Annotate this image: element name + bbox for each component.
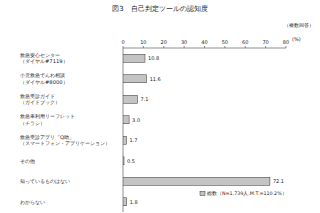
subtitle: （複数回答） (284, 22, 314, 28)
category-label: 小児救急でんわ相談（ダイヤル#8000） (20, 72, 68, 84)
bar (123, 75, 147, 83)
tick-mark (123, 46, 124, 48)
category-label: わからない (20, 199, 45, 205)
data-label: 1.7 (129, 137, 137, 143)
category-label-line: 小児救急でんわ相談 (20, 72, 65, 78)
tick-label: 50 (222, 39, 228, 45)
category-label-line: 救急安心センター (19, 52, 60, 58)
bar (123, 198, 127, 206)
category-label-line: 救急受診ガイド (19, 93, 55, 99)
category-label-line: 救急受診アプリ「Q助」 (19, 134, 74, 140)
chart-svg: 図3 自己判定ツールの認知度 （複数回答） (%) 0 10 20 30 40 50 60 70 80… (0, 0, 320, 213)
bar (123, 95, 137, 103)
category-label-line: わからない (20, 199, 45, 205)
tick-mark (286, 46, 287, 48)
data-label: 11.6 (150, 76, 161, 82)
bar (123, 54, 145, 62)
category-label: 救急受診アプリ「Q助」（スマートフォン・アプリケーション） (19, 134, 110, 146)
tick-label: 30 (181, 39, 187, 45)
bar (123, 177, 270, 185)
legend-swatch (200, 192, 205, 196)
data-label: 72.1 (273, 178, 284, 184)
tick-mark (245, 46, 246, 48)
category-label-line: 知っているものはない (20, 178, 70, 184)
category-label-line: （チラシ） (20, 120, 45, 126)
title: 図3 自己判定ツールの認知度 (112, 5, 207, 13)
legend-label: 総数（N=1,739人,M.T.=110.2%） (206, 190, 287, 196)
tick-mark (143, 46, 144, 48)
category-label-line: （ガイドブック） (20, 99, 60, 105)
bar (123, 136, 126, 144)
tick-label: 20 (161, 39, 167, 45)
tick-label: 10 (140, 39, 146, 45)
tick-mark (265, 46, 266, 48)
category-label: 知っているものはない (20, 178, 70, 184)
bars (123, 54, 270, 206)
tick-label: 70 (262, 39, 268, 45)
data-label: 1.8 (130, 199, 138, 205)
tick-label: 0 (121, 39, 124, 45)
category-label-line: 救急車利用リーフレット (19, 113, 75, 119)
tick-label: 40 (201, 39, 207, 45)
bar (123, 157, 124, 165)
chart-root: 図3 自己判定ツールの認知度 （複数回答） (%) 0 10 20 30 40 50 60 70 80… (0, 0, 320, 213)
tick-label: 60 (242, 39, 248, 45)
tick-mark (224, 46, 225, 48)
tick-mark (163, 46, 164, 48)
y-axis (123, 48, 124, 212)
category-label-line: その他 (20, 158, 35, 164)
data-label: 10.8 (148, 55, 159, 61)
axis-label: (%) (292, 36, 301, 42)
category-label: 救急安心センター（ダイヤル#7119） (19, 52, 68, 64)
category-label: 救急車利用リーフレット（チラシ） (19, 113, 75, 125)
category-label-line: （ダイヤル#7119） (20, 58, 68, 64)
category-label-line: （スマートフォン・アプリケーション） (20, 140, 110, 146)
data-label: 3.0 (132, 117, 140, 123)
data-label: 0.5 (127, 158, 135, 164)
tick-label: 80 (283, 39, 289, 45)
category-label-line: （ダイヤル#8000） (20, 79, 68, 85)
bar (123, 116, 129, 124)
category-label: その他 (20, 158, 35, 164)
tick-mark (184, 46, 185, 48)
tick-mark (204, 46, 205, 48)
data-label: 7.1 (140, 96, 148, 102)
category-label: 救急受診ガイド（ガイドブック） (19, 93, 60, 105)
